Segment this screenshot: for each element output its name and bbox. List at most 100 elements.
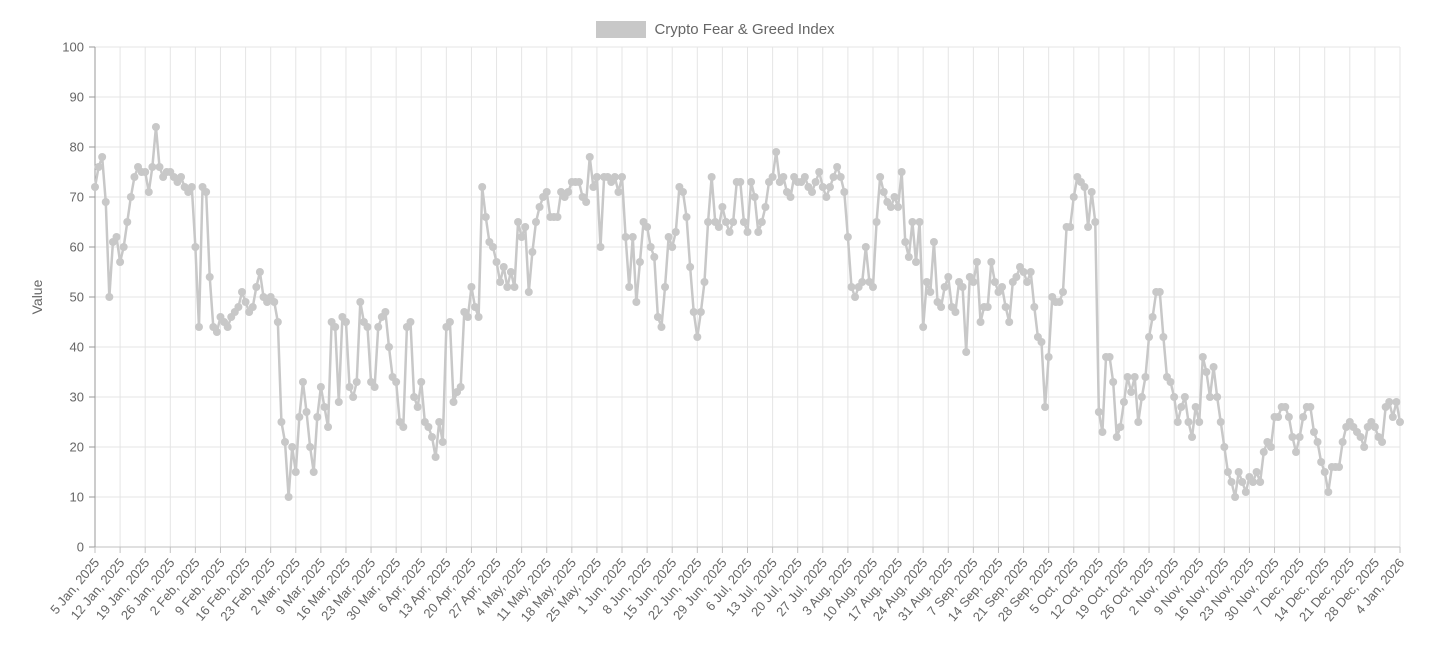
data-point xyxy=(815,168,824,176)
data-point xyxy=(987,258,996,266)
data-point xyxy=(1112,433,1121,441)
data-point xyxy=(779,173,788,181)
data-point xyxy=(621,233,630,241)
data-point xyxy=(743,228,752,236)
data-point xyxy=(843,233,852,241)
data-point xyxy=(904,253,913,261)
data-point xyxy=(542,188,551,196)
data-point xyxy=(582,198,591,206)
data-point xyxy=(761,203,770,211)
data-point xyxy=(1123,373,1132,381)
data-point xyxy=(1094,408,1103,416)
data-point xyxy=(1166,378,1175,386)
data-point xyxy=(872,218,881,226)
data-point xyxy=(704,218,713,226)
data-point xyxy=(399,423,408,431)
data-point xyxy=(1159,333,1168,341)
data-point xyxy=(1205,393,1214,401)
data-point xyxy=(1012,273,1021,281)
data-point xyxy=(435,418,444,426)
data-point xyxy=(471,303,480,311)
data-point xyxy=(270,298,279,306)
data-point xyxy=(1066,223,1075,231)
data-point xyxy=(1202,368,1211,376)
data-point xyxy=(1317,458,1326,466)
y-tick-label: 40 xyxy=(70,340,84,355)
data-point xyxy=(1223,468,1232,476)
data-point xyxy=(112,233,121,241)
data-point xyxy=(1026,268,1035,276)
data-point xyxy=(926,288,935,296)
data-point xyxy=(833,163,842,171)
data-point xyxy=(1335,463,1344,471)
data-point xyxy=(800,173,809,181)
data-point xyxy=(750,193,759,201)
data-point xyxy=(155,163,164,171)
y-tick-label: 20 xyxy=(70,440,84,455)
data-point xyxy=(725,228,734,236)
data-point xyxy=(306,443,315,451)
data-point xyxy=(349,393,358,401)
data-point xyxy=(1180,393,1189,401)
data-point xyxy=(1256,478,1265,486)
data-point xyxy=(1249,478,1258,486)
data-point xyxy=(1274,413,1283,421)
data-point xyxy=(700,278,709,286)
data-point xyxy=(879,188,888,196)
data-point xyxy=(650,253,659,261)
data-point xyxy=(510,283,519,291)
data-point xyxy=(1216,418,1225,426)
y-tick-label: 0 xyxy=(77,540,84,555)
data-point xyxy=(456,383,465,391)
data-point xyxy=(1130,373,1139,381)
data-point xyxy=(1177,403,1186,411)
y-tick-label: 90 xyxy=(70,90,84,105)
chart-legend[interactable]: Crypto Fear & Greed Index xyxy=(0,21,1431,38)
data-point xyxy=(428,433,437,441)
data-point xyxy=(94,163,103,171)
data-point xyxy=(341,318,350,326)
data-point xyxy=(937,303,946,311)
data-point xyxy=(334,398,343,406)
data-point xyxy=(592,173,601,181)
data-point xyxy=(431,453,440,461)
series-points[interactable] xyxy=(91,123,1404,501)
data-point xyxy=(858,278,867,286)
data-point xyxy=(890,193,899,201)
data-point xyxy=(1388,413,1397,421)
data-point xyxy=(1241,488,1250,496)
data-point xyxy=(126,193,135,201)
data-point xyxy=(1320,468,1329,476)
data-point xyxy=(492,258,501,266)
data-point xyxy=(463,313,472,321)
data-point xyxy=(944,273,953,281)
data-point xyxy=(657,323,666,331)
data-point xyxy=(1213,393,1222,401)
data-point xyxy=(908,218,917,226)
data-point xyxy=(721,218,730,226)
data-point xyxy=(1116,423,1125,431)
y-tick-label: 50 xyxy=(70,290,84,305)
data-point xyxy=(671,228,680,236)
data-point xyxy=(585,153,594,161)
data-point xyxy=(1385,398,1394,406)
data-point xyxy=(248,303,257,311)
data-point xyxy=(614,188,623,196)
data-point xyxy=(1091,218,1100,226)
data-point xyxy=(886,203,895,211)
data-point xyxy=(191,243,200,251)
data-point xyxy=(324,423,333,431)
data-point xyxy=(664,233,673,241)
y-tick-label: 70 xyxy=(70,190,84,205)
data-point xyxy=(922,278,931,286)
data-point xyxy=(1309,428,1318,436)
data-point xyxy=(1141,373,1150,381)
data-point xyxy=(277,418,286,426)
data-point xyxy=(919,323,928,331)
data-point xyxy=(309,468,318,476)
data-point xyxy=(1378,438,1387,446)
data-point xyxy=(503,283,512,291)
data-point xyxy=(693,333,702,341)
data-point xyxy=(876,173,885,181)
